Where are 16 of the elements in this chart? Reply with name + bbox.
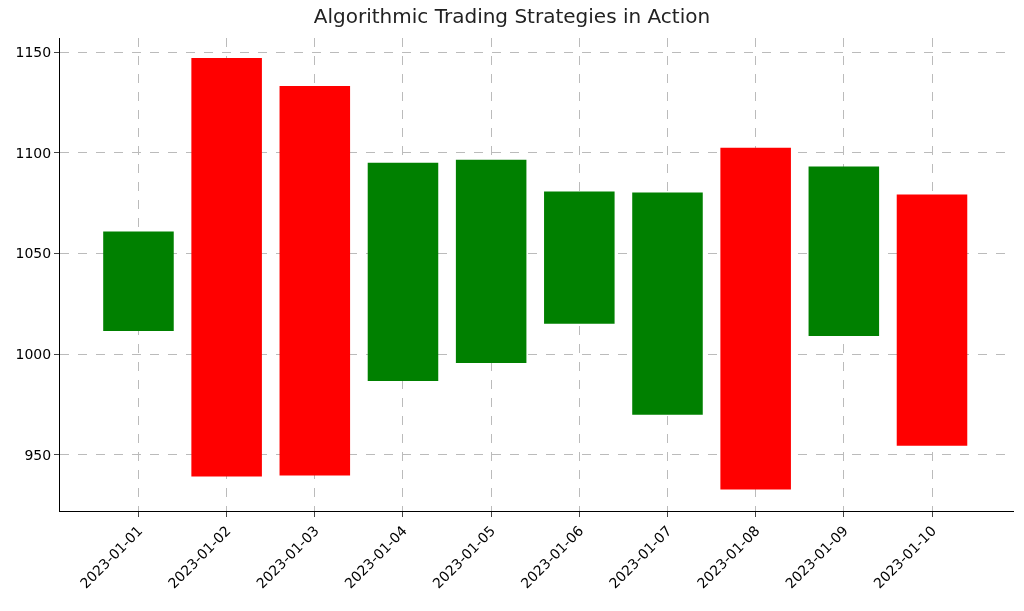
bar [103,231,174,332]
y-tick-label: 1000 [15,345,52,362]
bar [544,191,615,324]
bar [896,194,968,446]
y-tick-label: 1100 [15,144,52,161]
y-tick-label: 1050 [15,245,52,262]
y-tick-label: 950 [24,446,52,463]
bar [279,85,351,476]
bar [367,162,439,381]
bar [720,147,791,490]
bar [632,192,703,415]
bar [808,166,880,337]
bar [455,159,527,364]
y-tick-label: 1150 [15,43,52,60]
bar [191,57,262,477]
chart-title: Algorithmic Trading Strategies in Action [313,4,711,29]
